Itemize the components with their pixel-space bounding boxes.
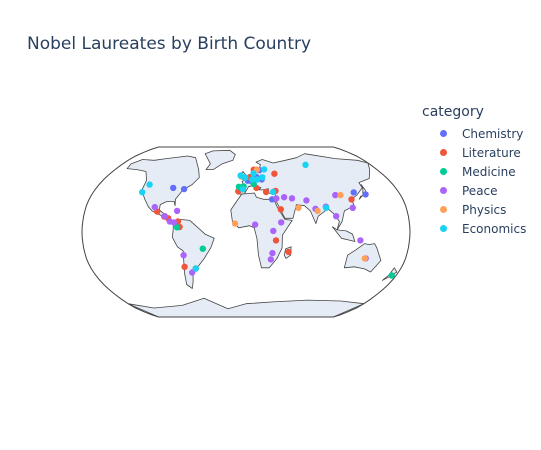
marker-peace[interactable] [349, 204, 356, 211]
legend-item-chemistry[interactable]: Chemistry [424, 124, 526, 143]
legend-item-economics[interactable]: Economics [424, 219, 526, 238]
marker-peace[interactable] [357, 237, 364, 244]
marker-economics[interactable] [192, 265, 199, 272]
marker-peace[interactable] [332, 191, 339, 199]
legend-items: Chemistry Literature Medicine Peace Physics E… [424, 124, 526, 238]
marker-literature[interactable] [271, 170, 278, 177]
legend-title: category [422, 104, 484, 120]
marker-medicine[interactable] [173, 224, 181, 231]
legend-label: Physics [462, 202, 507, 217]
marker-chemistry[interactable] [170, 184, 177, 192]
legend: category Chemistry Literature Medicine Peac… [422, 104, 526, 238]
marker-economics[interactable] [322, 204, 330, 211]
land-eurasia [237, 153, 371, 231]
marker-peace[interactable] [151, 203, 158, 211]
legend-marker-icon [440, 225, 447, 232]
marker-economics[interactable] [253, 176, 261, 183]
marker-peace[interactable] [280, 194, 288, 201]
marker-physics[interactable] [337, 191, 344, 199]
legend-label: Peace [462, 183, 498, 198]
land-north-america [126, 155, 200, 223]
marker-physics[interactable] [314, 207, 321, 215]
marker-peace[interactable] [273, 195, 280, 202]
land-greenland [204, 149, 236, 170]
marker-peace[interactable] [166, 218, 173, 225]
legend-label: Chemistry [462, 126, 524, 141]
marker-economics[interactable] [139, 189, 146, 196]
marker-peace[interactable] [161, 213, 168, 220]
legend-item-literature[interactable]: Literature [424, 143, 526, 162]
marker-peace[interactable] [288, 195, 296, 202]
legend-item-physics[interactable]: Physics [424, 200, 526, 219]
marker-chemistry[interactable] [362, 191, 369, 198]
map-frame [81, 146, 411, 318]
marker-economics[interactable] [146, 181, 153, 188]
marker-peace[interactable] [267, 256, 274, 263]
legend-marker-icon [440, 168, 447, 175]
land-antarctica [127, 297, 365, 318]
chart-title: Nobel Laureates by Birth Country [27, 34, 312, 54]
marker-economics[interactable] [237, 172, 244, 179]
legend-label: Literature [462, 145, 521, 160]
marker-peace[interactable] [278, 219, 285, 226]
marker-literature[interactable] [285, 248, 292, 256]
marker-economics[interactable] [239, 186, 247, 193]
legend-marker-icon [440, 130, 447, 137]
legend-item-peace[interactable]: Peace [424, 181, 526, 200]
legend-label: Economics [462, 221, 527, 236]
marker-medicine[interactable] [199, 245, 206, 252]
marker-literature[interactable] [181, 263, 188, 270]
marker-economics[interactable] [302, 161, 309, 168]
marker-peace[interactable] [269, 249, 276, 257]
marker-peace[interactable] [173, 207, 181, 215]
marker-economics[interactable] [259, 174, 266, 181]
marker-peace[interactable] [270, 227, 277, 235]
legend-marker-icon [440, 206, 447, 213]
marker-layer [139, 161, 395, 279]
marker-physics[interactable] [361, 255, 368, 262]
marker-literature[interactable] [262, 188, 270, 196]
marker-literature[interactable] [348, 196, 355, 203]
marker-economics[interactable] [269, 188, 277, 196]
marker-economics[interactable] [250, 170, 257, 177]
marker-physics[interactable] [231, 220, 239, 227]
marker-peace[interactable] [303, 197, 310, 204]
land-south-america [171, 219, 215, 289]
marker-peace[interactable] [251, 221, 259, 228]
marker-medicine[interactable] [388, 272, 395, 279]
legend-marker-icon [440, 149, 447, 156]
marker-chemistry[interactable] [180, 185, 188, 193]
legend-label: Medicine [462, 164, 516, 179]
land-africa [230, 192, 293, 269]
marker-literature[interactable] [277, 206, 284, 213]
marker-economics[interactable] [249, 176, 256, 183]
marker-peace[interactable] [333, 213, 340, 220]
legend-item-medicine[interactable]: Medicine [424, 162, 526, 181]
marker-literature[interactable] [272, 237, 280, 244]
marker-peace[interactable] [180, 252, 187, 259]
legend-marker-icon [440, 187, 447, 194]
marker-economics[interactable] [260, 166, 268, 173]
marker-chemistry[interactable] [350, 189, 357, 196]
land-indonesia [332, 226, 356, 242]
marker-physics[interactable] [295, 204, 302, 211]
